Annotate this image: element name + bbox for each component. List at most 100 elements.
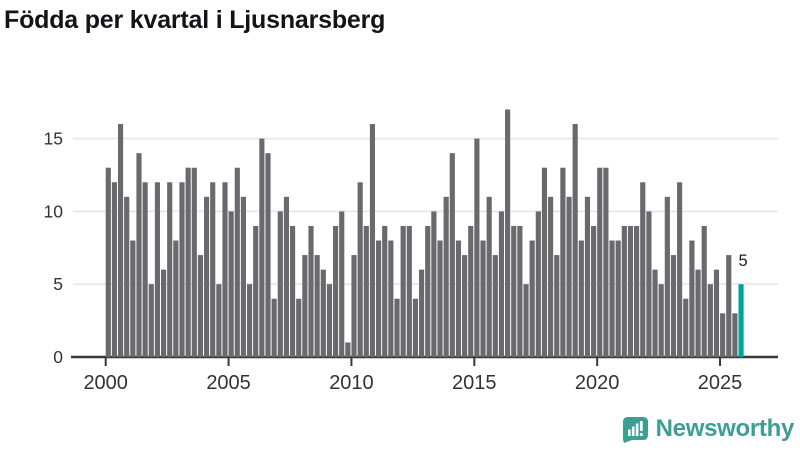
bar-2018-q1	[548, 196, 554, 357]
bar-2022-q4	[664, 196, 670, 357]
bar-2025-q4	[738, 284, 744, 357]
bar-2016-q2	[505, 109, 511, 357]
bar-2001-q4	[148, 284, 154, 357]
bar-2025-q3	[732, 313, 738, 357]
bar-2013-q4	[443, 196, 449, 357]
bar-2025-q2	[726, 255, 732, 357]
bar-2020-q4	[615, 240, 621, 357]
bar-2005-q4	[247, 284, 253, 357]
bar-2014-q4	[468, 225, 474, 357]
bar-2001-q2	[136, 153, 142, 357]
bar-2018-q3	[560, 167, 566, 357]
bar-2023-q1	[670, 255, 677, 357]
bar-2015-q2	[480, 240, 486, 357]
bar-2019-q3	[584, 196, 591, 357]
bar-2004-q2	[210, 182, 216, 357]
bar-2008-q4	[320, 269, 326, 357]
bar-2005-q2	[234, 167, 240, 357]
bar-2007-q1	[277, 211, 283, 357]
bar-2013-q1	[425, 225, 431, 357]
bar-2021-q1	[621, 225, 627, 357]
bar-2024-q3	[707, 284, 713, 357]
bar-2010-q3	[363, 225, 369, 357]
x-tick-label-2015: 2015	[452, 372, 497, 394]
bar-2012-q2	[406, 225, 412, 357]
bar-2001-q1	[130, 240, 136, 357]
bar-2005-q1	[228, 211, 234, 357]
bar-2005-q3	[240, 196, 247, 357]
bar-2013-q3	[437, 240, 443, 357]
bar-2002-q4	[173, 240, 179, 357]
page-title: Födda per kvartal i Ljusnarsberg	[4, 6, 386, 34]
bar-2009-q2	[333, 225, 339, 357]
bar-2015-q1	[474, 138, 480, 357]
bar-2025-q1	[720, 313, 726, 357]
bar-2016-q3	[511, 225, 517, 357]
bar-2016-q4	[517, 225, 523, 357]
bar-2014-q3	[462, 255, 468, 357]
newsworthy-brand: Newsworthy	[622, 415, 794, 443]
bar-2004-q4	[222, 182, 228, 357]
bar-2018-q2	[554, 255, 560, 357]
bar-2023-q4	[689, 240, 695, 357]
bar-2017-q1	[523, 284, 529, 357]
bar-2010-q1	[351, 255, 357, 357]
bar-2011-q4	[394, 298, 400, 357]
bar-2003-q1	[179, 182, 185, 357]
bar-2015-q4	[492, 255, 498, 357]
bar-2021-q2	[627, 225, 634, 357]
bar-2011-q3	[388, 240, 394, 357]
x-tick-label-2005: 2005	[206, 372, 251, 394]
bar-2007-q4	[296, 298, 302, 357]
bar-2000-q2	[111, 182, 117, 357]
bar-2007-q2	[283, 196, 290, 357]
bar-2006-q1	[253, 225, 259, 357]
bar-2023-q2	[677, 182, 683, 357]
bar-2022-q2	[652, 269, 658, 357]
bar-2017-q4	[541, 167, 548, 357]
highlight-value-label: 5	[738, 252, 747, 270]
bar-2024-q2	[701, 225, 707, 357]
y-tick-label-0: 0	[53, 347, 63, 367]
bar-2011-q2	[382, 225, 388, 357]
bar-2014-q1	[449, 153, 455, 357]
bar-2017-q3	[535, 211, 541, 357]
bar-2000-q3	[117, 124, 124, 357]
bar-2021-q3	[634, 225, 640, 357]
bar-2011-q1	[376, 240, 382, 357]
bar-2012-q1	[400, 225, 406, 357]
bar-2006-q3	[265, 153, 271, 357]
bar-2021-q4	[640, 182, 646, 357]
bar-2009-q4	[345, 342, 351, 357]
bar-2001-q3	[142, 182, 148, 357]
x-tick-label-2025: 2025	[698, 372, 743, 394]
bar-2008-q3	[314, 255, 320, 357]
bar-2012-q3	[412, 298, 419, 357]
bar-2008-q2	[308, 225, 314, 357]
bar-2019-q4	[591, 225, 597, 357]
bar-2003-q4	[197, 255, 204, 357]
bar-2020-q3	[609, 240, 615, 357]
bar-2019-q2	[578, 240, 584, 357]
bar-2016-q1	[498, 211, 505, 357]
x-tick-label-2010: 2010	[329, 372, 374, 394]
bar-2024-q4	[713, 269, 720, 357]
bar-2003-q3	[191, 167, 197, 357]
x-tick-label-2020: 2020	[575, 372, 620, 394]
bar-2003-q2	[185, 167, 191, 357]
bar-2020-q1	[597, 167, 603, 357]
newsworthy-wordmark: Newsworthy	[655, 415, 795, 442]
bar-2023-q3	[683, 298, 689, 357]
bar-2019-q1	[572, 124, 578, 357]
bar-2002-q3	[167, 182, 173, 357]
y-tick-label-10: 10	[44, 201, 64, 221]
bar-2002-q2	[160, 269, 167, 357]
bar-2008-q1	[302, 255, 308, 357]
bar-2020-q2	[603, 167, 609, 357]
bar-2022-q1	[646, 211, 652, 357]
bar-2009-q3	[339, 211, 345, 357]
bar-2004-q3	[216, 284, 222, 357]
bar-2024-q1	[695, 269, 701, 357]
